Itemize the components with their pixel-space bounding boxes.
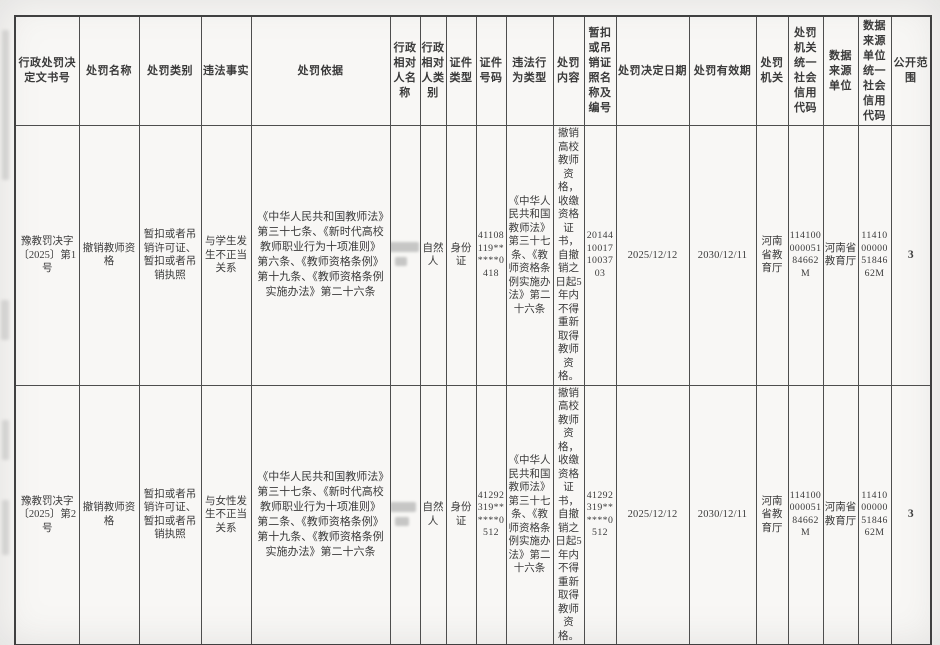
cell-public-scope: 3 [890,384,932,645]
header-party-name: 行政相对人名称 [389,15,421,126]
cell-penalty-name: 撤销教师资格 [78,125,140,386]
cell-illegal-fact: 与学生发生不正当关系 [200,125,252,386]
cell-decision-date: 2025/12/12 [615,125,690,386]
header-penalty-name: 处罚名称 [78,15,140,126]
cell-source-unit: 河南省教育厅 [822,384,859,645]
cell-id-number: 41292319******0512 [475,384,507,645]
redaction-blob [394,516,409,526]
redacted-name-block [391,500,419,530]
cell-authority: 河南省教育厅 [755,125,789,386]
cell-doc-number: 豫教罚决字〔2025〕第1号 [14,125,80,386]
header-illegal-fact: 违法事实 [200,15,252,126]
header-license-number: 暂扣或吊销证照名称及编号 [583,15,617,126]
header-source-credit-code: 数据来源单位统一社会信用代码 [857,15,892,126]
header-authority: 处罚机关 [755,15,789,126]
cell-source-credit-code: 11410000005184662M [857,125,892,386]
cell-penalty-category: 暂扣或者吊销许可证、暂扣或者吊销执照 [138,125,202,386]
cell-party-name [389,125,421,386]
header-penalty-basis: 处罚依据 [250,15,391,126]
cell-party-name [389,384,421,645]
cell-decision-date: 2025/12/12 [615,384,690,645]
header-penalty-content: 处罚内容 [552,15,585,126]
table-row: 豫教罚决字〔2025〕第1号 撤销教师资格 暂扣或者吊销许可证、暂扣或者吊销执照… [14,125,932,386]
cell-penalty-name: 撤销教师资格 [78,384,140,645]
header-doc-number: 行政处罚决定文书号 [14,15,80,126]
header-authority-credit-code: 处罚机关统一社会信用代码 [787,15,824,126]
header-party-type: 行政相对人类别 [419,15,447,126]
cell-valid-until: 2030/12/11 [688,384,757,645]
header-penalty-category: 处罚类别 [138,15,202,126]
cell-doc-number: 豫教罚决字〔2025〕第2号 [14,384,80,645]
cell-license-number: 41292319******0512 [583,384,617,645]
cell-id-number: 41108119******0418 [475,125,507,386]
scan-artifact [1,300,9,340]
header-decision-date: 处罚决定日期 [615,15,690,126]
cell-penalty-category: 暂扣或者吊销许可证、暂扣或者吊销执照 [138,384,202,645]
table-row: 豫教罚决字〔2025〕第2号 撤销教师资格 暂扣或者吊销许可证、暂扣或者吊销执照… [14,384,932,645]
header-id-number: 证件号码 [475,15,507,126]
cell-source-credit-code: 11410000005184662M [857,384,892,645]
cell-id-type: 身份证 [445,125,477,386]
cell-party-type: 自然人 [419,125,447,386]
cell-source-unit: 河南省教育厅 [822,125,859,386]
header-source-unit: 数据来源单位 [822,15,859,126]
scan-artifact [2,30,9,180]
penalty-table: 行政处罚决定文书号 处罚名称 处罚类别 违法事实 处罚依据 行政相对人名称 行政… [14,15,932,645]
cell-id-type: 身份证 [445,384,477,645]
cell-violation-type: 《中华人民共和国教师法》第三十七条、《教师资格条例实施办法》第二十六条 [505,125,554,386]
header-row: 行政处罚决定文书号 处罚名称 处罚类别 违法事实 处罚依据 行政相对人名称 行政… [14,15,932,126]
cell-authority: 河南省教育厅 [755,384,789,645]
cell-license-number: 20144100171003703 [583,125,617,386]
header-id-type: 证件类型 [445,15,477,126]
cell-penalty-basis: 《中华人民共和国教师法》第三十七条、《新时代高校教师职业行为十项准则》第二条、《… [250,384,391,645]
redaction-blob [394,257,407,267]
cell-penalty-basis: 《中华人民共和国教师法》第三十七条、《新时代高校教师职业行为十项准则》第六条、《… [250,125,391,386]
scan-artifact [2,420,9,460]
header-violation-type: 违法行为类型 [505,15,554,126]
cell-penalty-content: 撤销高校教师资格，收缴资格证书，自撤销之日起5年内不得重新取得教师资格。 [552,384,585,645]
cell-authority-credit-code: 11410000005184662M [787,125,824,386]
redacted-name-block [391,240,419,270]
header-valid-until: 处罚有效期 [688,15,757,126]
cell-party-type: 自然人 [419,384,447,645]
cell-illegal-fact: 与女性发生不正当关系 [200,384,252,645]
cell-penalty-content: 撤销高校教师资格，收缴资格证书，自撤销之日起5年内不得重新取得教师资格。 [552,125,585,386]
cell-valid-until: 2030/12/11 [688,125,757,386]
cell-public-scope: 3 [890,125,932,386]
scan-artifact [2,500,9,555]
header-public-scope: 公开范围 [890,15,932,126]
redaction-blob [391,501,416,512]
redaction-blob [391,242,419,253]
cell-violation-type: 《中华人民共和国教师法》第三十七条、《教师资格条例实施办法》第二十六条 [505,384,554,645]
cell-authority-credit-code: 11410000005184662M [787,384,824,645]
